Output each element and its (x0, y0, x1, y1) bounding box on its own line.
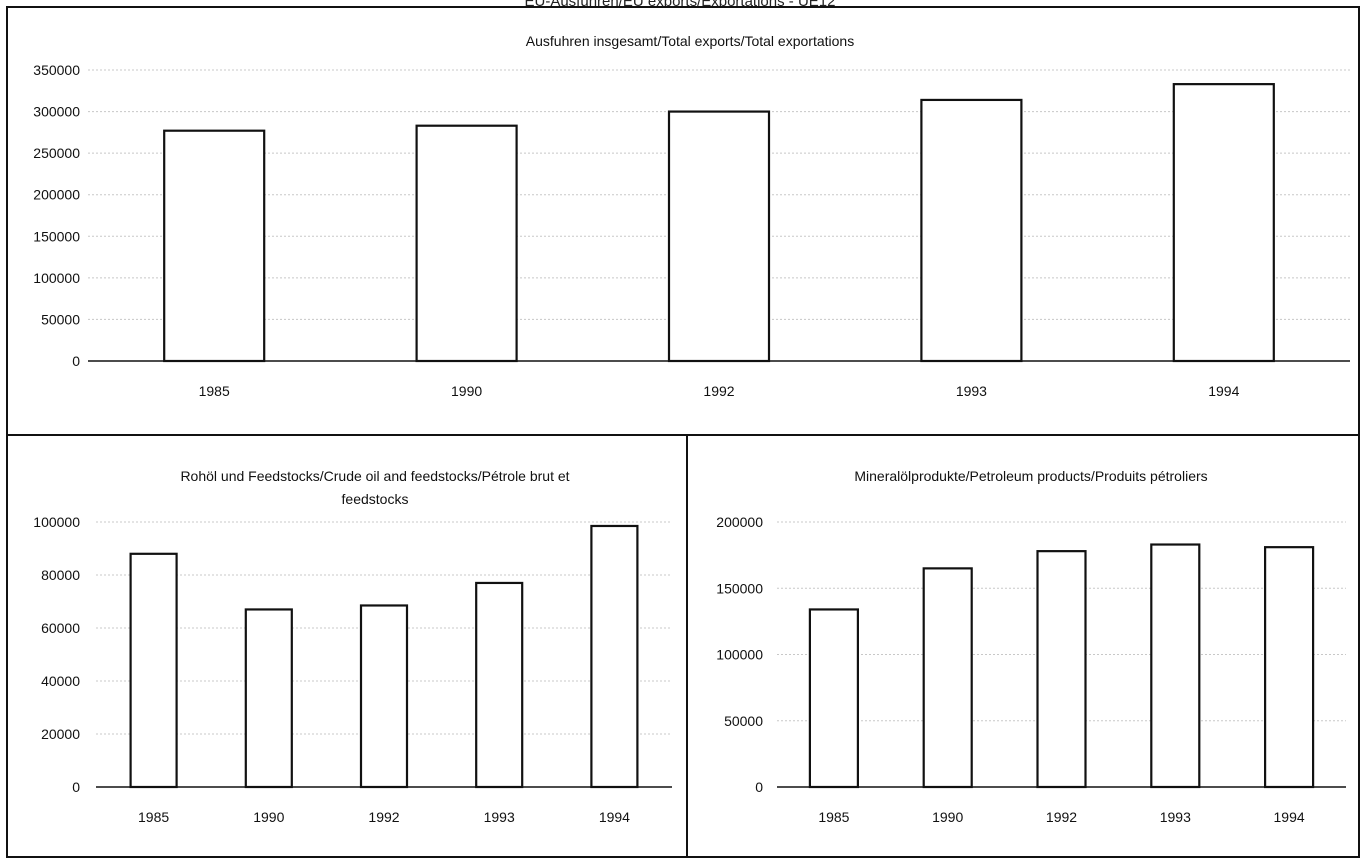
total-x-tick-label: 1990 (451, 383, 482, 399)
total-y-tick-label: 300000 (33, 104, 80, 120)
crude-chart: Rohöl und Feedstocks/Crude oil and feeds… (33, 468, 672, 825)
crude-x-tick-label: 1994 (599, 809, 630, 825)
crude-y-tick-label: 60000 (41, 620, 80, 636)
total-x-tick-label: 1994 (1208, 383, 1239, 399)
total-x-tick-label: 1985 (199, 383, 230, 399)
products-chart-title-line: Mineralölprodukte/Petroleum products/Pro… (854, 468, 1207, 484)
total-chart-title-line: Ausfuhren insgesamt/Total exports/Total … (526, 33, 854, 49)
total-y-tick-label: 100000 (33, 270, 80, 286)
crude-x-tick-label: 1993 (484, 809, 515, 825)
products-x-tick-label: 1993 (1160, 809, 1191, 825)
crude-x-tick-label: 1985 (138, 809, 169, 825)
crude-x-tick-label: 1990 (253, 809, 284, 825)
products-bar-1994 (1263, 546, 1315, 789)
products-y-tick-label: 50000 (724, 713, 763, 729)
products-x-tick-label: 1990 (932, 809, 963, 825)
crude-bar-1992 (359, 604, 409, 789)
products-bar-1990 (922, 567, 973, 789)
crude-y-tick-label: 0 (72, 779, 80, 795)
crude-bar-1994 (590, 524, 639, 789)
crude-bar-1993 (475, 581, 524, 789)
total-bar-1992 (667, 110, 771, 363)
total-y-tick-label: 150000 (33, 228, 80, 244)
crude-y-tick-label: 100000 (33, 514, 80, 530)
products-bar-1993 (1150, 543, 1201, 789)
products-y-tick-label: 100000 (716, 647, 763, 663)
total-x-tick-label: 1992 (703, 383, 734, 399)
products-x-tick-label: 1994 (1274, 809, 1305, 825)
total-y-tick-label: 250000 (33, 145, 80, 161)
total-y-tick-label: 200000 (33, 187, 80, 203)
crude-y-tick-label: 40000 (41, 673, 80, 689)
products-chart: Mineralölprodukte/Petroleum products/Pro… (716, 468, 1346, 825)
products-x-tick-label: 1985 (818, 809, 849, 825)
crude-chart-title-line: feedstocks (342, 491, 409, 507)
products-bar-1985 (808, 608, 860, 789)
crude-y-tick-label: 80000 (41, 567, 80, 583)
total-bar-1985 (163, 129, 266, 363)
products-y-tick-label: 150000 (716, 580, 763, 596)
products-y-tick-label: 200000 (716, 514, 763, 530)
products-y-tick-label: 0 (755, 779, 763, 795)
total-bar-1990 (415, 124, 518, 363)
crude-x-tick-label: 1992 (368, 809, 399, 825)
products-bar-1992 (1036, 550, 1087, 789)
total-y-tick-label: 350000 (33, 62, 80, 78)
crude-bar-1985 (129, 552, 178, 789)
products-x-tick-label: 1992 (1046, 809, 1077, 825)
total-y-tick-label: 50000 (41, 311, 80, 327)
crude-bar-1990 (244, 608, 293, 789)
crude-y-tick-label: 20000 (41, 726, 80, 742)
total-y-tick-label: 0 (72, 353, 80, 369)
total-bar-1993 (920, 98, 1023, 363)
total-chart: Ausfuhren insgesamt/Total exports/Total … (33, 33, 1350, 399)
total-bar-1994 (1172, 83, 1275, 363)
crude-chart-title-line: Rohöl und Feedstocks/Crude oil and feeds… (180, 468, 569, 484)
page-title: EU-Ausfuhren/EU exports/Exportations - U… (0, 0, 1360, 6)
total-x-tick-label: 1993 (956, 383, 987, 399)
